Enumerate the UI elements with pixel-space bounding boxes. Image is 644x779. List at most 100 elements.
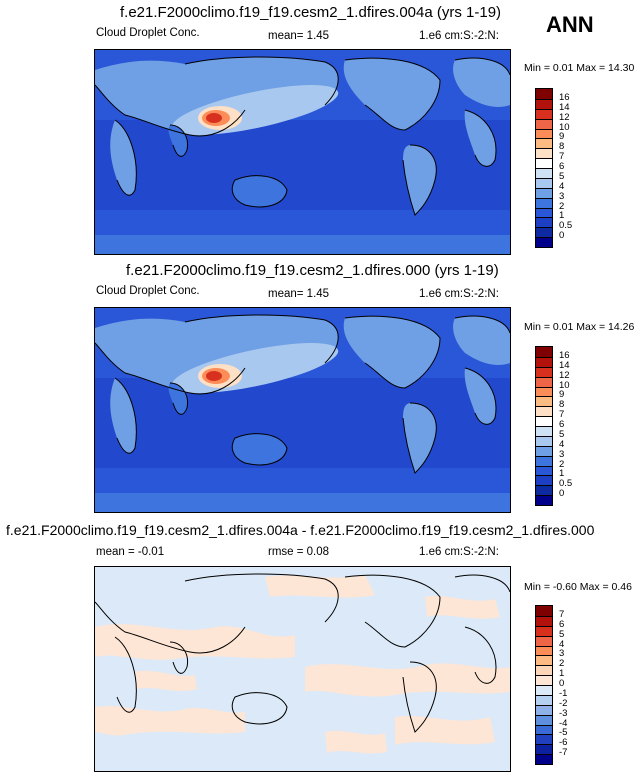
colorbar-swatch [536, 98, 552, 109]
colorbar-swatch [536, 406, 552, 417]
colorbar-tick-label: -1 [559, 687, 568, 699]
colorbar-tick-label: 6 [559, 161, 565, 172]
colorbar-swatch [536, 207, 552, 218]
colorbar-tick-label: -7 [559, 747, 568, 759]
colorbar-swatch [536, 495, 552, 505]
panel2-title: f.e21.F2000climo.f19_f19.cesm2_1.dfires.… [126, 262, 499, 279]
colorbar-swatch [536, 366, 552, 377]
panel3-positive-patches [95, 575, 510, 754]
colorbar-swatch [536, 89, 552, 99]
panel2-mean-label: mean= 1.45 [268, 288, 330, 300]
colorbar-swatch [536, 237, 552, 247]
panel2-map [94, 307, 511, 513]
panel2-land-australia [232, 433, 287, 465]
colorbar-swatch [536, 426, 552, 436]
colorbar-tick-label: 8 [559, 141, 565, 153]
colorbar-swatch [536, 217, 552, 228]
colorbar-swatch [536, 754, 552, 764]
colorbar-tick-label: 0 [559, 678, 565, 689]
panel2-land-north-america [343, 316, 440, 388]
colorbar-swatch [536, 356, 552, 367]
colorbar-tick-label: 9 [559, 131, 565, 143]
panel3-coastlines [95, 573, 510, 733]
colorbar-tick-label: 12 [559, 369, 570, 381]
panel1-variable-label: Cloud Droplet Conc. [96, 27, 200, 39]
colorbar-swatch [536, 655, 552, 666]
panel3-title: f.e21.F2000climo.f19_f19.cesm2_1.dfires.… [6, 522, 595, 538]
season-label: ANN [546, 12, 594, 37]
colorbar-tick-label: 0.5 [559, 478, 573, 490]
colorbar-tick-label: 5 [559, 170, 565, 182]
colorbar-tick-label: 3 [559, 648, 565, 660]
colorbar-swatch [536, 675, 552, 685]
colorbar-swatch [536, 704, 552, 715]
panel1-units-label: 1.e6 cm:S:-2:N: [419, 30, 499, 42]
colorbar-swatch [536, 396, 552, 407]
colorbar-tick-label: 2 [559, 658, 565, 670]
colorbar-swatch [536, 665, 552, 676]
colorbar-tick-label: 1 [559, 210, 565, 222]
panel1-colorbar [535, 88, 553, 248]
colorbar-swatch [536, 485, 552, 496]
colorbar-tick-label: 14 [559, 101, 570, 113]
colorbar-swatch [536, 615, 552, 626]
panel2-land-india [168, 383, 188, 415]
panel1-land-north-america [343, 58, 440, 130]
panel2-land-africa-east [464, 368, 496, 425]
panel3-rmse-label: rmse = 0.08 [268, 546, 330, 558]
panel2-units-label: 1.e6 cm:S:-2:N: [419, 288, 499, 300]
colorbar-swatch [536, 158, 552, 168]
panel1-tropical-ocean [95, 120, 510, 210]
colorbar-tick-label: 16 [559, 349, 570, 361]
colorbar-swatch [536, 187, 552, 198]
colorbar-swatch [536, 227, 552, 238]
panel3-map-svg [95, 567, 510, 771]
panel1-land-australia [232, 175, 287, 207]
colorbar-swatch [536, 108, 552, 119]
colorbar-tick-label: 5 [559, 628, 565, 640]
colorbar-tick-label: 7 [559, 409, 565, 421]
colorbar-swatch [536, 625, 552, 636]
colorbar-tick-label: 8 [559, 399, 565, 411]
panel1-land-africa [110, 120, 137, 196]
colorbar-tick-label: 0 [559, 230, 565, 242]
colorbar-tick-label: 3 [559, 448, 565, 460]
colorbar-tick-label: 10 [559, 121, 570, 133]
colorbar-tick-label: -6 [559, 737, 568, 749]
panel2-plume-max [206, 371, 222, 381]
colorbar-swatch [536, 455, 552, 466]
panel2-land-africa [110, 378, 137, 454]
colorbar-tick-label: 7 [559, 608, 565, 620]
colorbar-tick-label: 9 [559, 389, 565, 401]
panel1-map [94, 49, 511, 255]
panel1-map-svg [95, 50, 510, 254]
colorbar-tick-label: 12 [559, 111, 570, 123]
colorbar-swatch [536, 465, 552, 476]
panel1-plume-max [206, 113, 222, 123]
colorbar-swatch [536, 197, 552, 208]
colorbar-swatch [536, 714, 552, 725]
colorbar-swatch [536, 606, 552, 616]
panel1-southern-band [95, 235, 510, 254]
panel3-minmax-label: Min = -0.60 Max = 0.46 [524, 581, 632, 593]
panel1-coastlines [95, 56, 510, 216]
panel3-units-label: 1.e6 cm:S:-2:N: [419, 546, 499, 558]
colorbar-swatch [536, 138, 552, 149]
panel2-coastlines [95, 314, 510, 474]
colorbar-swatch [536, 635, 552, 646]
colorbar-tick-label: 16 [559, 91, 570, 103]
colorbar-swatch [536, 724, 552, 735]
colorbar-swatch [536, 177, 552, 188]
panel2-map-svg [95, 308, 510, 512]
colorbar-swatch [536, 118, 552, 129]
colorbar-swatch [536, 148, 552, 159]
colorbar-tick-label: 6 [559, 419, 565, 430]
panel2-colorbar [535, 346, 553, 506]
colorbar-tick-label: 4 [559, 438, 565, 450]
colorbar-swatch [536, 744, 552, 755]
colorbar-swatch [536, 685, 552, 695]
colorbar-tick-label: 7 [559, 151, 565, 163]
colorbar-tick-label: 4 [559, 180, 565, 192]
colorbar-tick-label: -2 [559, 697, 568, 709]
panel2-variable-label: Cloud Droplet Conc. [96, 285, 200, 297]
